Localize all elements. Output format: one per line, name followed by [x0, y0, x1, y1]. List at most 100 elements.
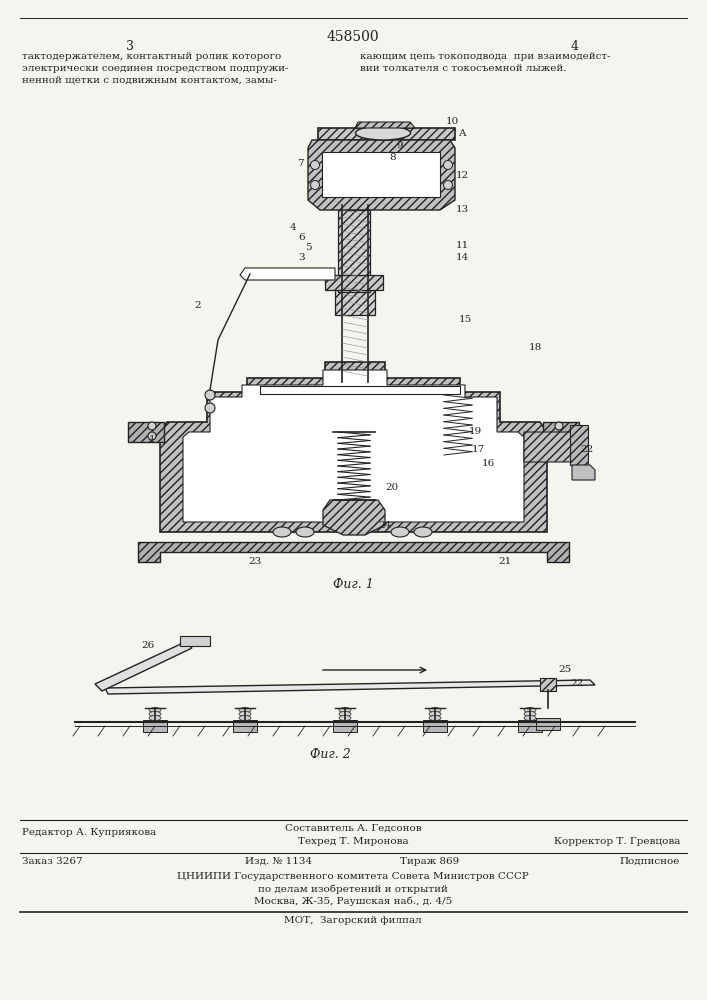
Ellipse shape [339, 716, 351, 720]
Text: 9: 9 [397, 141, 403, 150]
Circle shape [310, 160, 320, 169]
Circle shape [148, 432, 156, 440]
Polygon shape [572, 465, 595, 480]
Ellipse shape [239, 712, 251, 716]
Bar [338, 210, 370, 292]
Ellipse shape [524, 716, 536, 720]
Text: 10: 10 [445, 117, 459, 126]
Text: Составитель А. Гедсонов: Составитель А. Гедсонов [285, 824, 421, 833]
Text: 20: 20 [385, 484, 399, 492]
Text: 22: 22 [570, 678, 583, 688]
Circle shape [443, 180, 452, 190]
Ellipse shape [149, 712, 161, 716]
Text: 14: 14 [455, 253, 469, 262]
Polygon shape [323, 500, 385, 535]
Bar [570, 425, 588, 465]
Ellipse shape [239, 708, 251, 712]
Bar [518, 720, 542, 732]
Bar [180, 636, 210, 646]
Text: 16: 16 [481, 458, 495, 468]
Ellipse shape [339, 712, 351, 716]
Text: 19: 19 [468, 428, 481, 436]
Text: тактодержателем, контактный ролик которого
электрически соединен посредством под: тактодержателем, контактный ролик которо… [22, 52, 288, 85]
Text: 12: 12 [455, 170, 469, 180]
Text: 1: 1 [148, 436, 156, 444]
Polygon shape [318, 128, 455, 140]
Polygon shape [240, 268, 335, 280]
Bar [333, 720, 357, 732]
Ellipse shape [429, 712, 441, 716]
Bar [260, 386, 460, 394]
Text: 11: 11 [455, 240, 469, 249]
Bar [540, 678, 556, 691]
Ellipse shape [149, 708, 161, 712]
Text: Техред Т. Миронова: Техред Т. Миронова [298, 837, 409, 846]
Bar [325, 275, 383, 290]
Text: Фиг. 1: Фиг. 1 [332, 578, 373, 591]
Text: 22: 22 [580, 446, 594, 454]
Circle shape [205, 390, 215, 400]
Text: Редактор А. Куприякова: Редактор А. Куприякова [22, 828, 156, 837]
Text: 24: 24 [378, 520, 392, 530]
Ellipse shape [356, 126, 411, 140]
Text: Москва, Ж-35, Раушская наб., д. 4/5: Москва, Ж-35, Раушская наб., д. 4/5 [254, 896, 452, 906]
Ellipse shape [239, 716, 251, 720]
Text: 7: 7 [297, 158, 303, 167]
Ellipse shape [391, 527, 409, 537]
Circle shape [555, 422, 563, 430]
Bar [543, 422, 579, 442]
Bar [128, 422, 164, 442]
Circle shape [310, 180, 320, 190]
Text: Тираж 869: Тираж 869 [400, 857, 460, 866]
Text: 15: 15 [458, 316, 472, 324]
Polygon shape [95, 642, 192, 691]
Bar [536, 718, 560, 730]
Bar [335, 290, 375, 315]
Ellipse shape [149, 716, 161, 720]
Text: 3: 3 [298, 253, 305, 262]
Ellipse shape [414, 527, 432, 537]
Polygon shape [183, 370, 524, 522]
Polygon shape [524, 432, 580, 462]
Text: 6: 6 [298, 233, 305, 242]
Text: 2: 2 [194, 300, 201, 310]
Text: Изд. № 1134: Изд. № 1134 [245, 857, 312, 866]
Ellipse shape [429, 708, 441, 712]
Bar [423, 720, 447, 732]
Circle shape [555, 432, 563, 440]
Text: 5: 5 [305, 243, 311, 252]
Text: ЦНИИПИ Государственного комитета Совета Министров СССР: ЦНИИПИ Государственного комитета Совета … [177, 872, 529, 881]
Bar [233, 720, 257, 732]
Text: Корректор Т. Гревцова: Корректор Т. Гревцова [554, 837, 680, 846]
Polygon shape [308, 140, 455, 210]
Text: Подписное: Подписное [619, 857, 680, 866]
Text: 17: 17 [472, 446, 484, 454]
Polygon shape [105, 680, 595, 694]
Text: 25: 25 [559, 666, 572, 674]
Polygon shape [160, 362, 547, 532]
Text: Фиг. 2: Фиг. 2 [310, 748, 351, 761]
Bar [143, 720, 167, 732]
Text: кающим цепь токоподвода  при взаимодейст-
вии толкателя с токосъемной лыжей.: кающим цепь токоподвода при взаимодейст-… [360, 52, 611, 73]
Circle shape [148, 422, 156, 430]
Text: 458500: 458500 [327, 30, 380, 44]
Text: 23: 23 [248, 558, 262, 566]
Text: 13: 13 [455, 206, 469, 215]
Text: по делам изобретений и открытий: по делам изобретений и открытий [258, 884, 448, 894]
Text: 4: 4 [571, 40, 579, 53]
Circle shape [443, 160, 452, 169]
Ellipse shape [339, 708, 351, 712]
Polygon shape [138, 542, 569, 562]
Ellipse shape [273, 527, 291, 537]
Ellipse shape [524, 712, 536, 716]
Ellipse shape [524, 708, 536, 712]
Text: МОТ,  Загорский филпал: МОТ, Загорский филпал [284, 916, 422, 925]
Text: 4: 4 [290, 224, 296, 232]
Text: A: A [458, 129, 466, 138]
Circle shape [205, 403, 215, 413]
Text: 8: 8 [390, 152, 397, 161]
Text: 26: 26 [141, 641, 155, 650]
Text: 21: 21 [498, 558, 512, 566]
Text: 18: 18 [528, 344, 542, 353]
Polygon shape [355, 122, 415, 128]
